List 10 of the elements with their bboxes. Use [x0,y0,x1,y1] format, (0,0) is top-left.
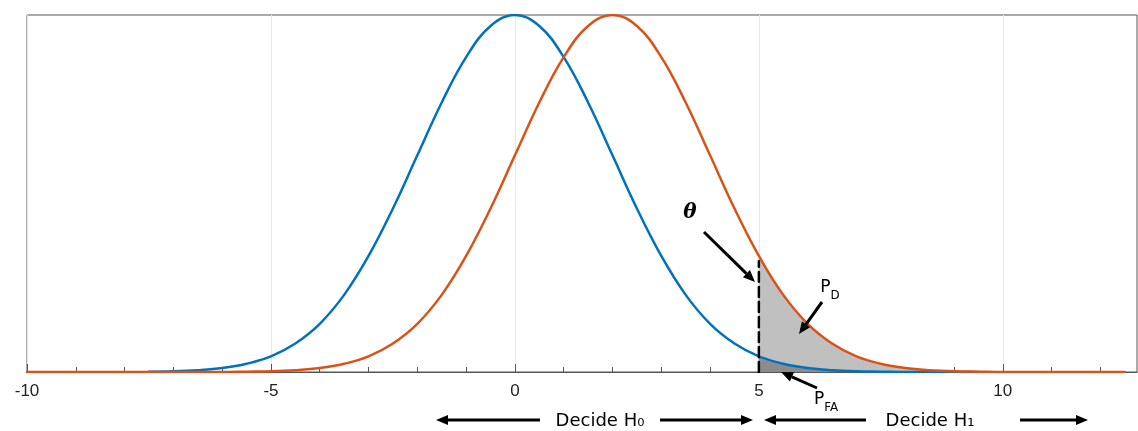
annotation: θ [683,199,698,223]
text: Decide H₁ [885,409,975,430]
annotation: P$_{D}$ [820,276,840,302]
x-tick-label: -10 [14,381,40,400]
x-tick-label: 5 [754,381,764,400]
text: Decide H₀ [555,409,645,430]
x-tick-label: 10 [993,381,1013,400]
x-tick-label: 0 [510,381,520,400]
text: P$_{FA}$ [813,388,839,414]
x-tick-label: -5 [263,381,279,400]
